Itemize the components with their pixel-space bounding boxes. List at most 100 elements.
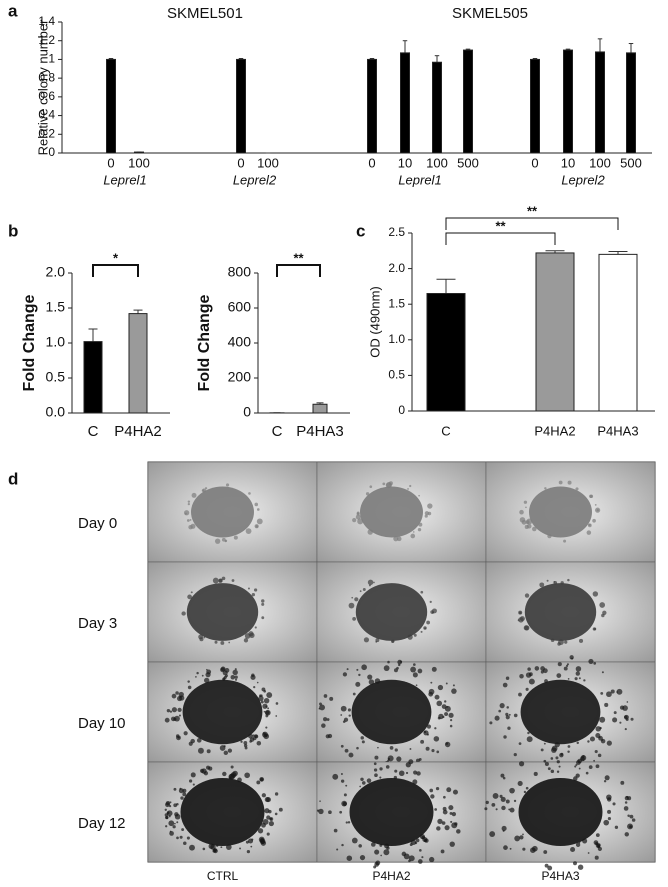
- cell-speck: [179, 695, 185, 701]
- cell-speck: [174, 715, 180, 722]
- cell-speck: [265, 726, 268, 729]
- cell-speck: [578, 767, 581, 770]
- cell-speck: [214, 640, 218, 644]
- cell-speck: [627, 796, 632, 801]
- cell-speck: [622, 705, 628, 711]
- cell-speck: [359, 785, 361, 788]
- cell-speck: [178, 788, 184, 794]
- cell-speck: [165, 802, 170, 808]
- significance-label: *: [113, 250, 119, 265]
- cell-speck: [555, 756, 559, 760]
- bar: [236, 58, 246, 154]
- cell-speck: [385, 765, 390, 769]
- cell-speck: [359, 854, 366, 861]
- cell-speck: [345, 821, 348, 824]
- cell-speck: [218, 578, 223, 583]
- cell-speck: [449, 841, 455, 847]
- cell-speck: [586, 530, 592, 535]
- cell-speck: [274, 792, 279, 796]
- significance-label: **: [495, 218, 506, 233]
- cell-speck: [519, 835, 524, 840]
- cell-speck: [345, 784, 348, 787]
- cell-speck: [593, 759, 595, 762]
- cell-speck: [505, 799, 510, 804]
- cell-speck: [220, 666, 226, 672]
- significance-label: **: [527, 203, 538, 218]
- cell-speck: [204, 677, 210, 684]
- cell-speck: [417, 668, 423, 674]
- row-label: Day 0: [78, 515, 117, 532]
- bar: [134, 151, 144, 154]
- significance-bracket: [445, 217, 619, 230]
- cell-speck: [626, 795, 629, 798]
- cell-speck: [188, 779, 193, 783]
- cell-speck: [500, 796, 506, 803]
- bar: [563, 49, 573, 154]
- cell-speck: [433, 736, 440, 742]
- panel-label: b: [8, 221, 18, 240]
- cell-speck: [574, 765, 577, 768]
- cell-speck: [573, 776, 578, 781]
- cell-speck: [262, 818, 269, 825]
- cell-speck: [539, 582, 545, 588]
- cell-speck: [201, 489, 205, 492]
- cell-speck: [177, 707, 182, 712]
- cell-speck: [346, 855, 353, 861]
- cell-speck: [517, 780, 523, 787]
- cell-speck: [187, 680, 190, 683]
- cell-speck: [359, 590, 362, 593]
- cell-speck: [355, 681, 361, 687]
- cell-speck: [329, 696, 334, 701]
- cell-speck: [513, 713, 518, 718]
- cell-speck: [387, 660, 390, 664]
- cell-speck: [518, 761, 525, 767]
- cell-speck: [360, 777, 364, 782]
- cell-speck: [176, 803, 179, 806]
- cell-speck: [594, 504, 597, 506]
- cell-speck: [627, 814, 630, 817]
- cell-speck: [575, 487, 579, 491]
- cell-speck: [352, 518, 357, 523]
- bar: [463, 49, 473, 154]
- cell-speck: [522, 833, 524, 836]
- cell-speck: [220, 641, 225, 645]
- cell-speck: [563, 666, 568, 671]
- y-tick-label: 800: [228, 264, 252, 280]
- cell-speck: [556, 673, 562, 678]
- cell-speck: [567, 750, 570, 753]
- cell-speck: [526, 736, 533, 743]
- cell-speck: [332, 773, 339, 780]
- cell-speck: [413, 770, 418, 775]
- significance-bracket: [445, 232, 556, 245]
- cell-speck: [595, 764, 600, 769]
- cell-speck: [550, 769, 555, 774]
- cell-speck: [183, 510, 190, 516]
- cell-speck: [187, 500, 191, 503]
- cell-speck: [374, 862, 380, 867]
- cell-speck: [451, 688, 457, 694]
- cell-speck: [430, 681, 433, 684]
- cell-speck: [540, 670, 544, 674]
- cell-speck: [247, 838, 254, 844]
- panel-label: d: [8, 469, 18, 488]
- cell-speck: [252, 734, 255, 737]
- cell-speck: [362, 588, 366, 591]
- cell-speck: [165, 825, 168, 828]
- cell-speck: [575, 666, 582, 672]
- cell-speck: [261, 599, 265, 603]
- cell-speck: [264, 808, 270, 814]
- cell-speck: [434, 808, 438, 811]
- cell-speck: [570, 846, 576, 853]
- y-tick-label: 0.5: [46, 369, 66, 385]
- bar: [598, 253, 638, 412]
- cell-speck: [498, 709, 502, 713]
- cell-speck: [544, 761, 549, 767]
- cell-speck: [369, 485, 373, 489]
- cell-speck: [489, 721, 493, 725]
- cell-speck: [448, 805, 454, 811]
- cell-speck: [316, 809, 320, 812]
- cell-speck: [341, 800, 347, 807]
- cell-speck: [401, 851, 407, 857]
- cell-speck: [169, 710, 173, 713]
- cell-speck: [254, 502, 259, 507]
